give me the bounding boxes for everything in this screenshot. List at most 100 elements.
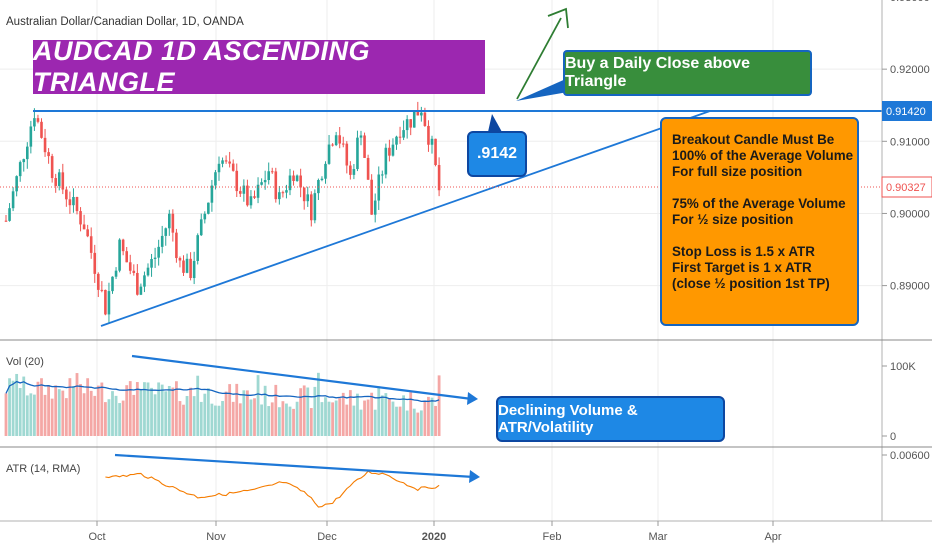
- volume-bar[interactable]: [434, 405, 437, 436]
- volume-bar[interactable]: [345, 404, 349, 436]
- volume-bar[interactable]: [295, 401, 299, 436]
- volume-bar[interactable]: [285, 403, 288, 436]
- volume-bar[interactable]: [270, 402, 274, 436]
- candle-body[interactable]: [22, 159, 26, 163]
- volume-bar[interactable]: [50, 398, 54, 436]
- volume-bar[interactable]: [8, 378, 11, 436]
- candle-body[interactable]: [157, 246, 160, 258]
- candle-body[interactable]: [100, 289, 104, 291]
- candle-body[interactable]: [313, 193, 317, 221]
- candle-body[interactable]: [57, 172, 61, 186]
- candle-body[interactable]: [231, 163, 235, 171]
- volume-bar[interactable]: [153, 394, 157, 436]
- volume-bar[interactable]: [40, 378, 43, 436]
- volume-bar[interactable]: [54, 385, 58, 436]
- candle-body[interactable]: [292, 175, 295, 181]
- volume-bar[interactable]: [409, 392, 413, 436]
- volume-bar[interactable]: [395, 406, 398, 436]
- volume-bar[interactable]: [430, 397, 434, 436]
- volume-bar[interactable]: [64, 398, 68, 436]
- volume-bar[interactable]: [217, 405, 221, 436]
- candle-body[interactable]: [50, 156, 54, 179]
- candle-body[interactable]: [182, 260, 185, 273]
- candle-body[interactable]: [249, 196, 253, 206]
- volume-bar[interactable]: [135, 382, 139, 436]
- volume-bar[interactable]: [299, 388, 303, 436]
- candle-body[interactable]: [253, 196, 256, 198]
- candle-body[interactable]: [363, 135, 366, 158]
- candle-body[interactable]: [8, 208, 11, 221]
- candle-body[interactable]: [260, 182, 263, 185]
- candle-body[interactable]: [228, 161, 231, 164]
- candle-body[interactable]: [306, 194, 310, 202]
- candle-body[interactable]: [139, 286, 143, 295]
- volume-bar[interactable]: [292, 408, 295, 436]
- volume-bar[interactable]: [189, 387, 192, 436]
- candle-body[interactable]: [207, 202, 210, 214]
- candle-body[interactable]: [256, 184, 260, 198]
- volume-bar[interactable]: [281, 401, 285, 436]
- volume-bar[interactable]: [96, 385, 100, 436]
- candle-body[interactable]: [345, 143, 349, 166]
- candle-body[interactable]: [430, 138, 434, 145]
- volume-bar[interactable]: [249, 399, 253, 436]
- candle-body[interactable]: [278, 192, 281, 200]
- volume-bar[interactable]: [167, 385, 171, 436]
- volume-bar[interactable]: [125, 385, 129, 436]
- volume-bar[interactable]: [238, 403, 242, 436]
- candle-body[interactable]: [136, 272, 139, 295]
- candle-body[interactable]: [210, 185, 214, 203]
- candle-body[interactable]: [246, 185, 249, 206]
- volume-bar[interactable]: [324, 397, 327, 436]
- atr-pane[interactable]: [105, 470, 440, 508]
- candle-body[interactable]: [263, 180, 267, 183]
- candle-body[interactable]: [75, 196, 79, 212]
- volume-bar[interactable]: [405, 410, 409, 436]
- candle-body[interactable]: [160, 235, 164, 247]
- candle-body[interactable]: [239, 191, 242, 194]
- volume-bar[interactable]: [412, 408, 416, 436]
- volume-bar[interactable]: [370, 392, 374, 436]
- candle-body[interactable]: [299, 175, 302, 188]
- price-pane[interactable]: [4, 101, 441, 323]
- candle-body[interactable]: [217, 163, 221, 173]
- candle-body[interactable]: [324, 163, 327, 179]
- volume-bar[interactable]: [178, 401, 182, 436]
- support-trendline[interactable]: [100, 110, 711, 327]
- volume-bar[interactable]: [246, 390, 249, 436]
- candle-body[interactable]: [118, 239, 121, 271]
- candle-body[interactable]: [437, 165, 441, 191]
- volume-bar[interactable]: [313, 386, 317, 436]
- candle-body[interactable]: [285, 190, 288, 193]
- volume-bar[interactable]: [352, 405, 356, 436]
- volume-bar[interactable]: [256, 375, 260, 436]
- volume-bar[interactable]: [86, 378, 90, 436]
- candle-body[interactable]: [143, 275, 146, 287]
- candle-body[interactable]: [409, 119, 412, 128]
- volume-bar[interactable]: [398, 406, 402, 436]
- volume-bar[interactable]: [143, 382, 146, 436]
- volume-bar[interactable]: [128, 381, 132, 436]
- candle-body[interactable]: [281, 192, 285, 194]
- candle-body[interactable]: [65, 189, 68, 200]
- candle-body[interactable]: [146, 267, 150, 276]
- volume-bar[interactable]: [267, 406, 271, 436]
- candle-body[interactable]: [199, 219, 203, 236]
- volume-bar[interactable]: [203, 393, 207, 436]
- volume-bar[interactable]: [306, 387, 310, 436]
- candle-body[interactable]: [47, 152, 50, 157]
- candle-body[interactable]: [221, 160, 224, 164]
- volume-bar[interactable]: [93, 395, 97, 436]
- volume-bar[interactable]: [15, 373, 19, 436]
- candle-body[interactable]: [203, 213, 207, 220]
- volume-bar[interactable]: [132, 394, 136, 436]
- volume-bar[interactable]: [82, 393, 86, 436]
- volume-bar[interactable]: [214, 405, 217, 436]
- volume-bar[interactable]: [47, 385, 50, 436]
- volume-bar[interactable]: [18, 388, 22, 436]
- candle-body[interactable]: [224, 160, 228, 162]
- candle-body[interactable]: [359, 135, 363, 138]
- volume-bar[interactable]: [242, 390, 246, 436]
- candle-body[interactable]: [395, 136, 398, 145]
